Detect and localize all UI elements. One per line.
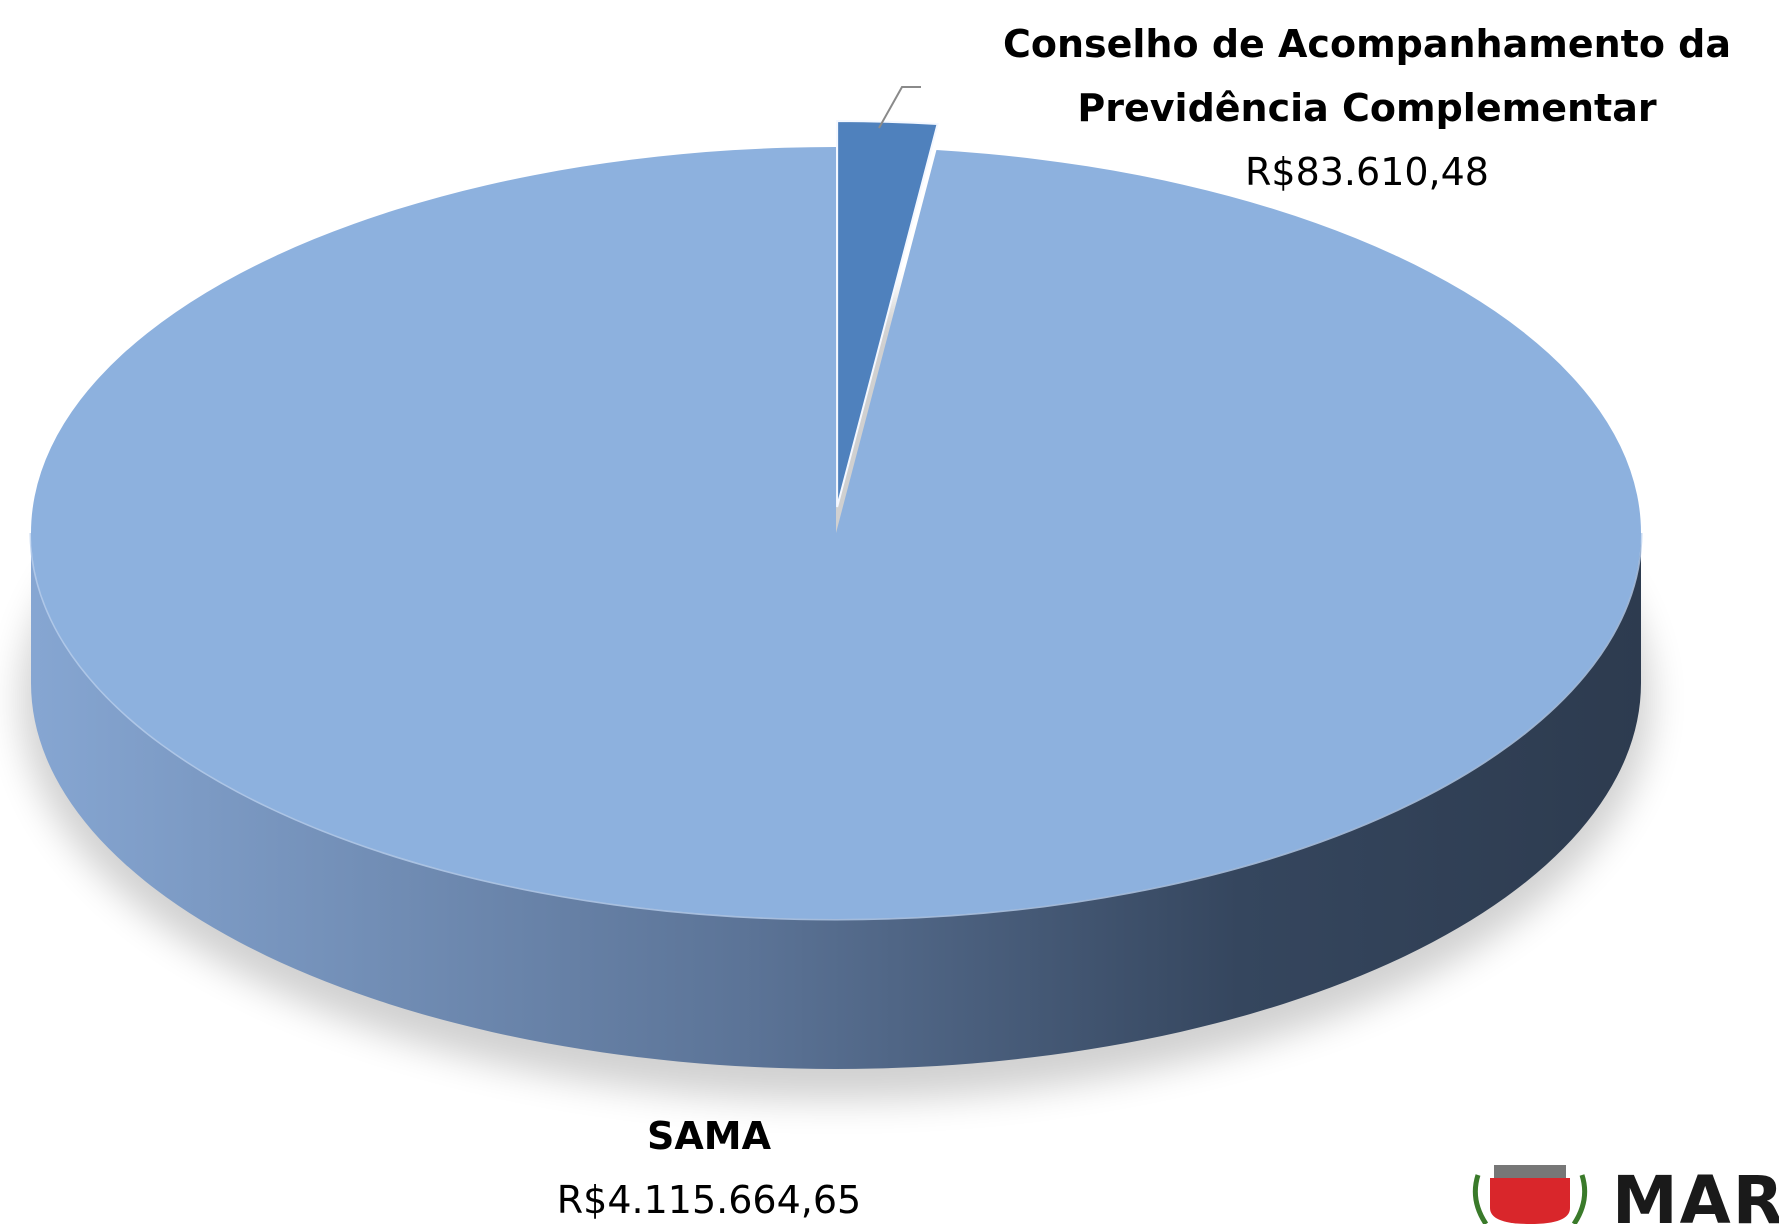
slice-name: SAMA	[646, 1114, 771, 1158]
slice-label: SAMA R$4.115.664,65	[409, 1104, 1009, 1224]
slice-label: Conselho de Acompanhamento da Previdênci…	[967, 12, 1767, 204]
logo-text: MARI	[1612, 1162, 1779, 1224]
slice-value: R$4.115.664,65	[556, 1178, 862, 1222]
pie-side	[31, 533, 1641, 1069]
slice-name: Conselho de Acompanhamento da Previdênci…	[1002, 22, 1732, 130]
pie-slice	[31, 147, 1641, 919]
pie	[29, 120, 1643, 1069]
logo-shield	[1472, 1165, 1588, 1224]
slice-value: R$83.610,48	[1245, 150, 1489, 194]
pie-slice	[836, 120, 939, 508]
leader-line	[878, 86, 921, 129]
